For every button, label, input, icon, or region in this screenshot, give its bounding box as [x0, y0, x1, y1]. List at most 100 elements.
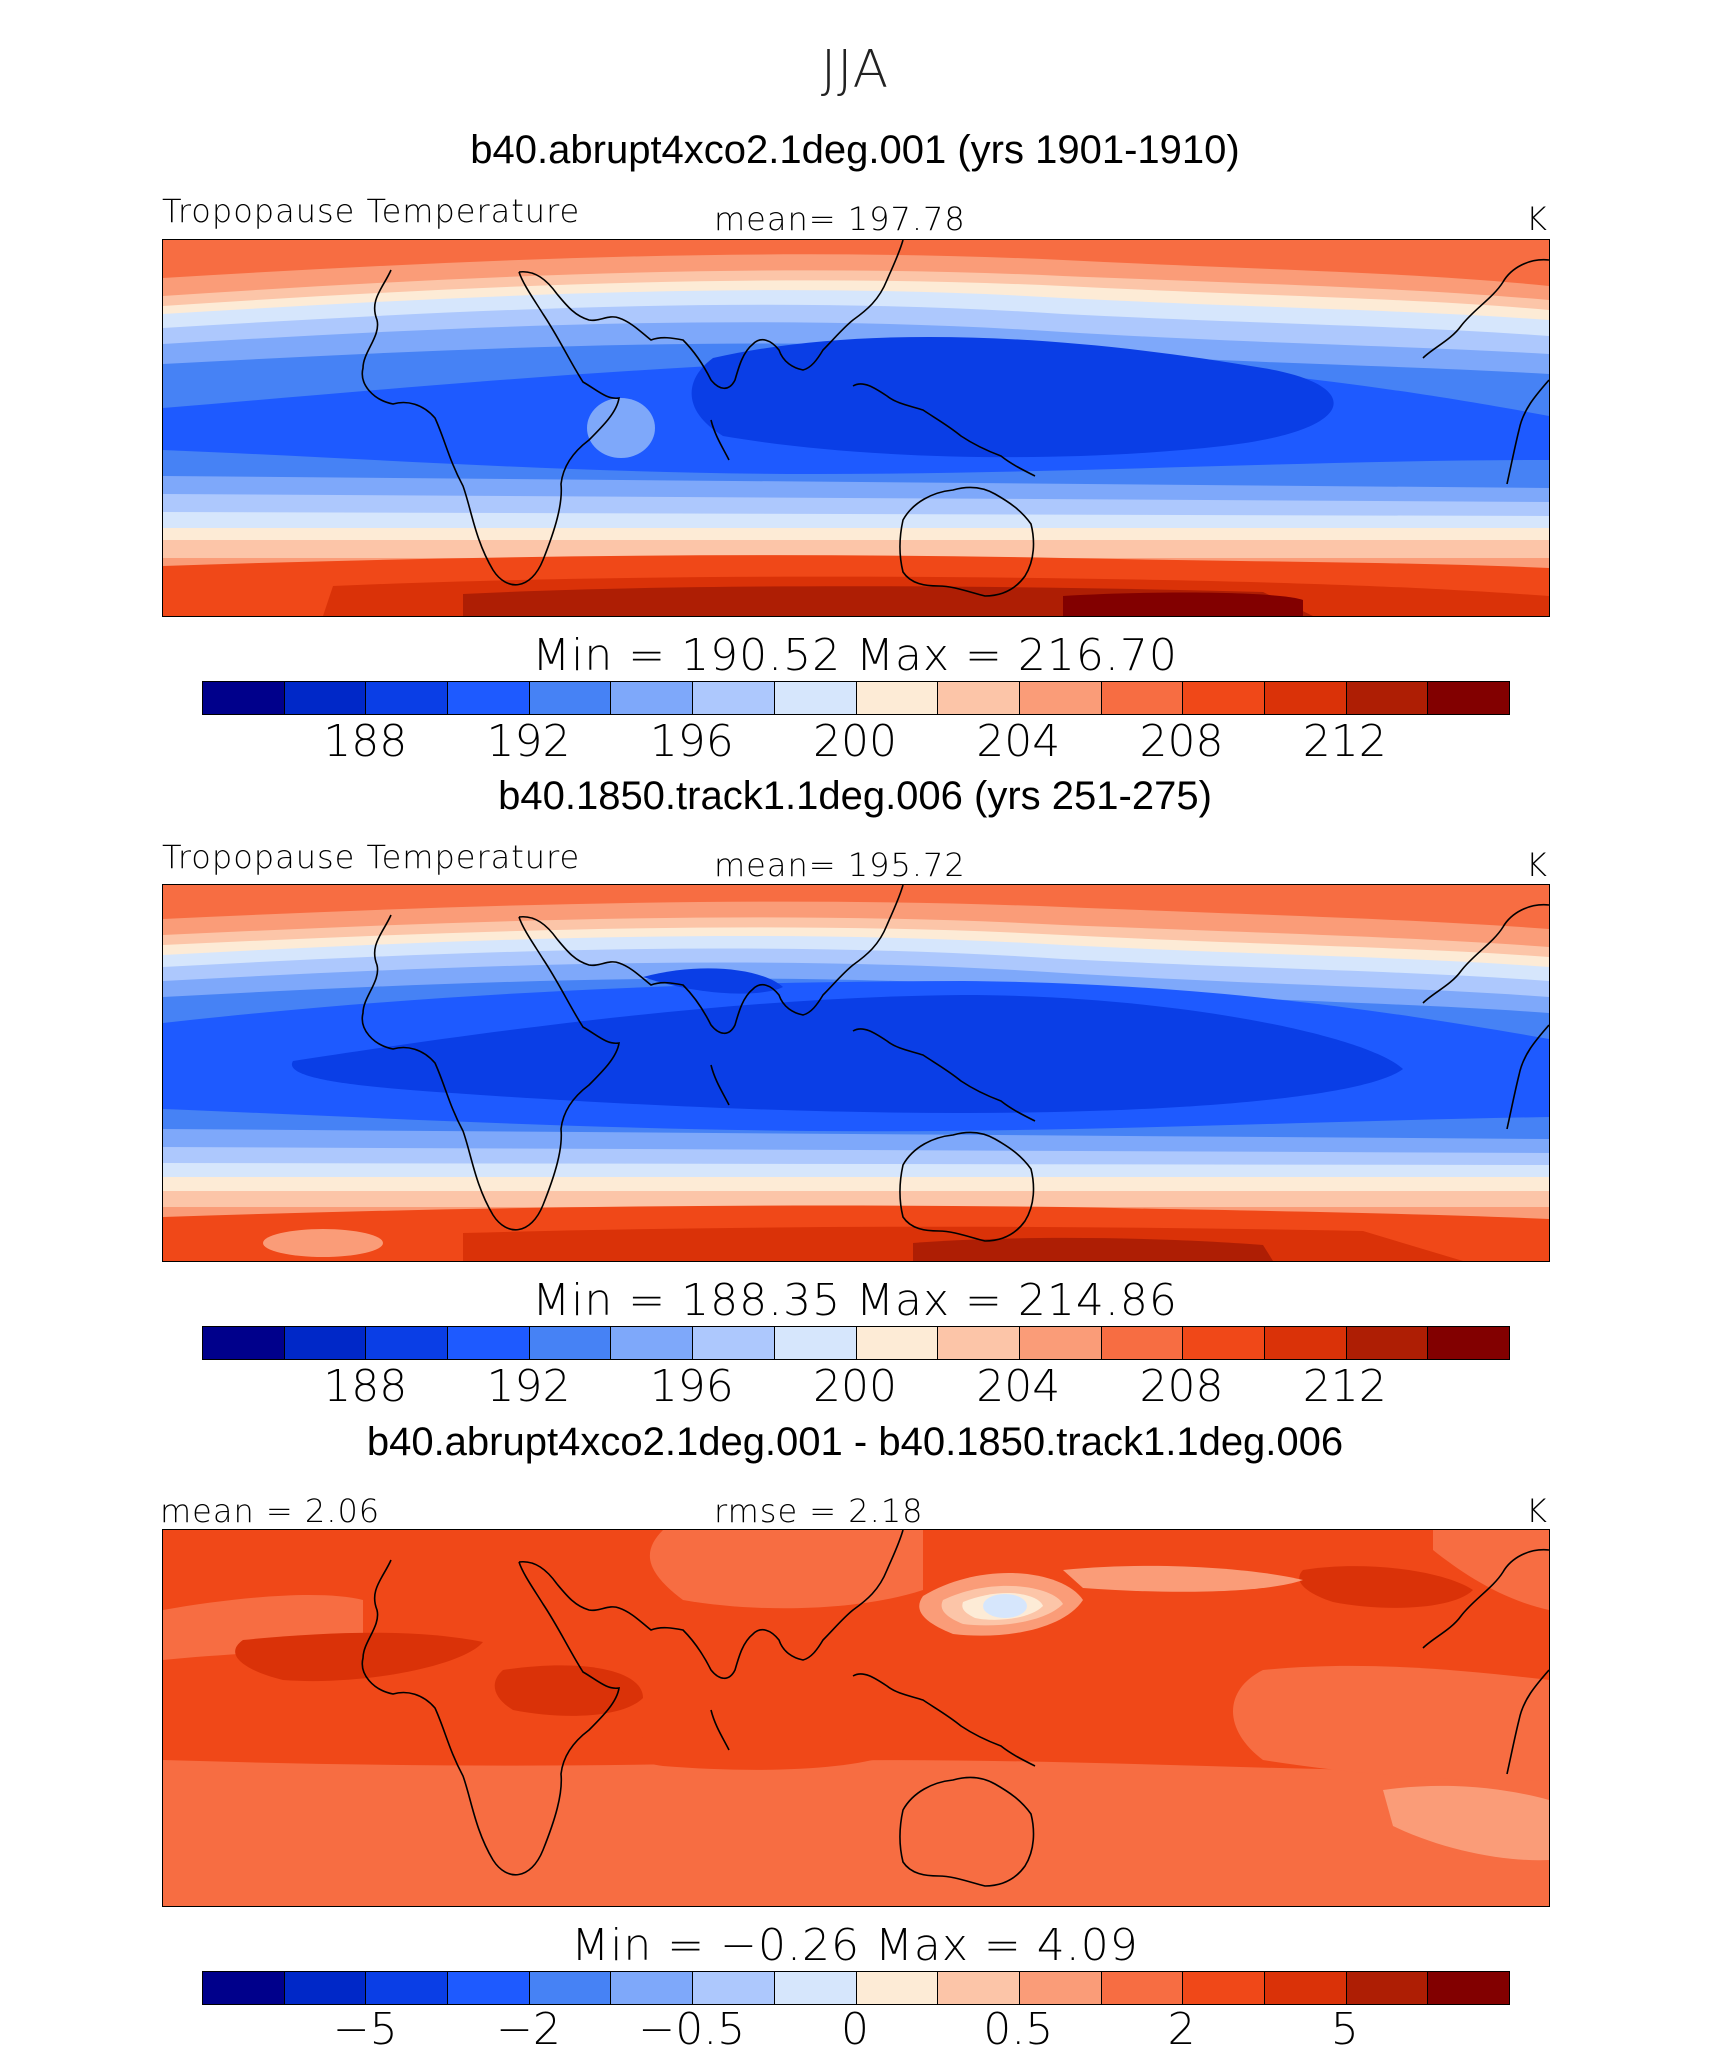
colorbar-cell [1101, 682, 1184, 714]
colorbar-tick-label: −5 [332, 2004, 398, 2055]
colorbar-cell [529, 682, 612, 714]
colorbar-tick-label: 192 [486, 1361, 571, 1412]
colorbar-cell [203, 1327, 285, 1359]
panel3-colorbar [202, 1971, 1510, 2005]
panel2-field [163, 885, 1549, 1261]
colorbar-cell [774, 682, 857, 714]
colorbar-cell [1346, 1972, 1429, 2004]
panel2-map [162, 884, 1550, 1262]
colorbar-cell [1183, 1972, 1265, 2004]
coastline [710, 1709, 730, 1751]
colorbar-tick-label: 0.5 [983, 2004, 1054, 2055]
colorbar-cell [284, 1327, 367, 1359]
colorbar-tick-label: 212 [1302, 716, 1387, 767]
colorbar-cell [1019, 682, 1102, 714]
field-band [643, 968, 783, 994]
colorbar-cell [203, 1972, 285, 2004]
coastline [899, 1776, 1035, 1887]
colorbar-cell [1346, 1327, 1429, 1359]
field-band [494, 1665, 643, 1716]
colorbar-cell [1183, 682, 1265, 714]
colorbar-cell [1101, 1972, 1184, 2004]
colorbar-cell [1019, 1327, 1102, 1359]
field-band [983, 1594, 1027, 1618]
colorbar-tick-label: 0 [841, 2004, 869, 2055]
colorbar-cell [693, 1972, 775, 2004]
colorbar-tick-label: 204 [976, 1361, 1061, 1412]
panel3-title: b40.abrupt4xco2.1deg.001 - b40.1850.trac… [366, 1420, 1344, 1464]
coastlines [361, 885, 1549, 1242]
field-band [163, 1760, 1549, 1906]
colorbar-cell [284, 1972, 367, 2004]
panel1-variable-label: Tropopause Temperature [162, 192, 581, 230]
colorbar-cell [1183, 1327, 1265, 1359]
colorbar-cell [774, 1972, 857, 2004]
colorbar-tick-label: 204 [976, 716, 1061, 767]
field-band [649, 1530, 923, 1609]
coastline [852, 383, 1036, 477]
panel1-colorbar [202, 681, 1510, 715]
coastlines [361, 240, 1549, 597]
colorbar-tick-label: −2 [496, 2004, 561, 2055]
colorbar-cell [529, 1327, 612, 1359]
colorbar-tick-label: −0.5 [638, 2004, 746, 2055]
panel1-map [162, 239, 1550, 617]
colorbar-cell [529, 1972, 612, 2004]
colorbar-cell [938, 682, 1020, 714]
panel3-field [163, 1530, 1549, 1906]
panel2-colorbar [202, 1326, 1510, 1360]
panel3-unit-label: K [1526, 1492, 1548, 1530]
coastline [710, 419, 730, 461]
field-band [1233, 1665, 1549, 1781]
colorbar-cell [448, 1327, 530, 1359]
colorbar-tick-label: 192 [486, 716, 571, 767]
colorbar-tick-label: 5 [1330, 2004, 1359, 2055]
field-band [291, 995, 1403, 1113]
panel2-unit-label: K [1526, 846, 1548, 884]
coastline [1422, 258, 1549, 359]
colorbar-cell [1428, 682, 1509, 714]
colorbar-cell [611, 682, 694, 714]
colorbar-cell [611, 1972, 694, 2004]
colorbar-cell [938, 1972, 1020, 2004]
colorbar-cell [366, 682, 449, 714]
coastline [1422, 903, 1549, 1004]
colorbar-cell [448, 1972, 530, 2004]
colorbar-tick-label: 2 [1167, 2004, 1196, 2055]
colorbar-tick-label: 188 [323, 716, 408, 767]
panel3-minmax: Min = −0.26 Max = 4.09 [571, 1920, 1139, 1971]
colorbar-tick-label: 208 [1139, 1361, 1224, 1412]
colorbar-cell [284, 682, 367, 714]
panel1-mean-label: mean= 197.78 [714, 200, 966, 238]
colorbar-tick-label: 188 [323, 1361, 408, 1412]
panel2-minmax: Min = 188.35 Max = 214.86 [532, 1275, 1178, 1326]
colorbar-cell [856, 1972, 939, 2004]
colorbar-cell [856, 1327, 939, 1359]
colorbar-cell [366, 1327, 449, 1359]
colorbar-tick-label: 200 [813, 716, 897, 767]
colorbar-cell [1428, 1327, 1509, 1359]
panel3-map [162, 1529, 1550, 1907]
panel3-mean-label: mean = 2.06 [160, 1492, 381, 1530]
coastline [899, 1131, 1035, 1242]
coastline [1506, 1024, 1549, 1130]
colorbar-cell [611, 1327, 694, 1359]
colorbar-cell [693, 682, 775, 714]
field-band [691, 336, 1334, 458]
field-band [587, 398, 655, 458]
colorbar-cell [1101, 1327, 1184, 1359]
field-band [619, 1732, 903, 1770]
panel1-field [163, 240, 1549, 616]
colorbar-cell [1428, 1972, 1509, 2004]
panel2-variable-label: Tropopause Temperature [162, 838, 581, 876]
coastlines [361, 1530, 1549, 1887]
field-band [1063, 592, 1303, 616]
coastline [361, 914, 620, 1231]
panel1-unit-label: K [1526, 200, 1548, 238]
field-band [1063, 1565, 1303, 1592]
coastline [852, 1673, 1036, 1767]
field-band [1433, 1530, 1549, 1610]
field-band [263, 1229, 383, 1257]
panel1-title: b40.abrupt4xco2.1deg.001 (yrs 1901-1910) [470, 128, 1240, 172]
panel3-rmse-label: rmse = 2.18 [714, 1492, 924, 1530]
